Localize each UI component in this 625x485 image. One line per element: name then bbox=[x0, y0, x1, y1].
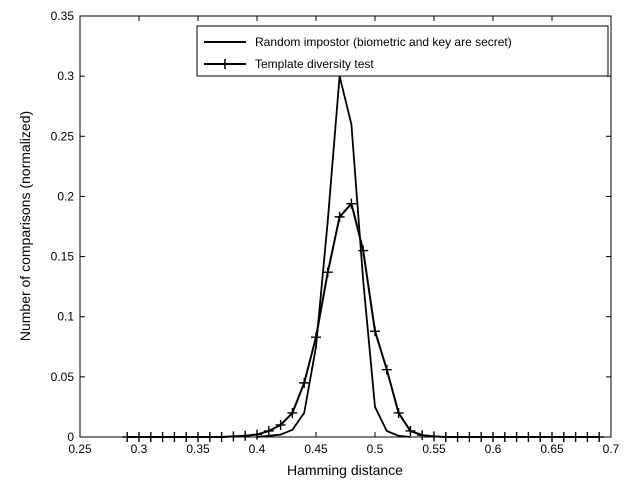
legend-label-random-impostor: Random impostor (biometric and key are s… bbox=[255, 35, 512, 49]
y-tick-label: 0 bbox=[67, 430, 74, 444]
data-point-marker bbox=[346, 198, 357, 209]
data-point-marker bbox=[145, 432, 156, 442]
data-point-marker bbox=[322, 267, 333, 278]
x-tick-label: 0.25 bbox=[68, 442, 92, 456]
data-point-marker bbox=[523, 432, 534, 442]
data-point-marker bbox=[417, 430, 428, 441]
legend: Random impostor (biometric and key are s… bbox=[196, 25, 609, 77]
y-axis: 0 0.05 0.1 0.15 0.2 0.25 0.3 0.35 bbox=[51, 9, 611, 444]
data-point-marker bbox=[464, 432, 475, 442]
y-tick-label: 0.05 bbox=[51, 370, 75, 384]
x-tick-label: 0.45 bbox=[304, 442, 328, 456]
plot-area bbox=[79, 15, 612, 438]
data-point-marker bbox=[452, 432, 463, 442]
legend-label-template-diversity: Template diversity test bbox=[255, 57, 374, 71]
x-tick-label: 0.7 bbox=[603, 442, 620, 456]
data-point-marker bbox=[311, 332, 321, 343]
data-point-marker bbox=[204, 432, 215, 442]
data-point-marker bbox=[287, 407, 298, 418]
y-tick-label: 0.3 bbox=[57, 69, 74, 83]
data-point-marker bbox=[169, 432, 180, 442]
y-tick-label: 0.35 bbox=[51, 9, 75, 23]
data-point-marker bbox=[381, 364, 392, 375]
data-point-marker bbox=[405, 425, 416, 436]
y-tick-label: 0.2 bbox=[57, 189, 74, 203]
data-point-marker bbox=[476, 432, 487, 442]
x-tick-label: 0.55 bbox=[422, 442, 446, 456]
x-tick-label: 0.65 bbox=[540, 442, 564, 456]
data-point-marker bbox=[299, 377, 310, 388]
x-tick-label: 0.6 bbox=[485, 442, 502, 456]
data-point-marker bbox=[558, 432, 569, 442]
data-point-marker bbox=[393, 407, 404, 418]
data-point-marker bbox=[228, 431, 239, 442]
data-point-marker bbox=[240, 430, 251, 441]
legend-box bbox=[196, 25, 609, 77]
legend-marker-template-diversity bbox=[220, 59, 230, 69]
data-point-marker bbox=[181, 432, 192, 442]
data-point-marker bbox=[358, 245, 369, 256]
y-tick-label: 0.25 bbox=[51, 129, 75, 143]
data-point-marker bbox=[216, 432, 227, 442]
data-point-marker bbox=[594, 432, 605, 442]
data-point-marker bbox=[499, 432, 510, 442]
x-tick-label: 0.35 bbox=[186, 442, 210, 456]
x-tick-label: 0.5 bbox=[367, 442, 384, 456]
data-point-marker bbox=[440, 432, 451, 442]
data-point-marker bbox=[334, 211, 345, 222]
data-point-marker bbox=[275, 419, 286, 430]
data-point-marker bbox=[535, 432, 546, 442]
y-tick-label: 0.1 bbox=[57, 310, 74, 324]
x-axis-title: Hamming distance bbox=[287, 462, 403, 478]
data-point-marker bbox=[122, 432, 133, 442]
data-point-marker bbox=[157, 432, 168, 442]
data-point-marker bbox=[511, 432, 522, 442]
x-axis: 0.25 0.3 0.35 0.4 0.45 0.5 0.55 0.6 0.65 0.7 bbox=[68, 16, 620, 456]
x-tick-label: 0.3 bbox=[131, 442, 148, 456]
series-line-0 bbox=[256, 75, 411, 438]
data-point-marker bbox=[582, 432, 593, 442]
x-tick-label: 0.4 bbox=[249, 442, 266, 456]
data-point-marker bbox=[570, 432, 581, 442]
data-point-marker bbox=[370, 326, 380, 337]
y-tick-label: 0.15 bbox=[51, 250, 75, 264]
y-axis-title: Number of comparisons (normalized) bbox=[17, 111, 33, 341]
data-point-marker bbox=[263, 425, 274, 436]
